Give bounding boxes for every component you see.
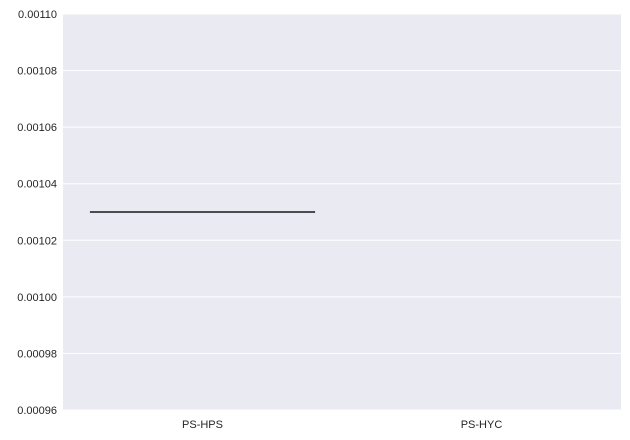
y-axis-ticks: 0.00096 0.00098 0.00100 0.00102 0.00104 0.001… (17, 9, 57, 417)
x-tick-label: PS-HYC (461, 419, 503, 431)
y-tick-label: 0.00100 (17, 292, 57, 304)
y-tick-label: 0.00106 (17, 122, 57, 134)
y-tick-label: 0.00110 (18, 9, 57, 21)
x-axis-ticks: PS-HPS PS-HYC (182, 419, 502, 431)
y-tick-label: 0.00108 (17, 66, 57, 78)
y-tick-label: 0.00104 (17, 179, 57, 191)
grid-lines (63, 13, 621, 411)
y-tick-label: 0.00098 (17, 348, 57, 360)
x-tick-label: PS-HPS (182, 419, 223, 431)
y-tick-label: 0.00102 (17, 235, 57, 247)
y-tick-label: 0.00096 (17, 405, 57, 417)
